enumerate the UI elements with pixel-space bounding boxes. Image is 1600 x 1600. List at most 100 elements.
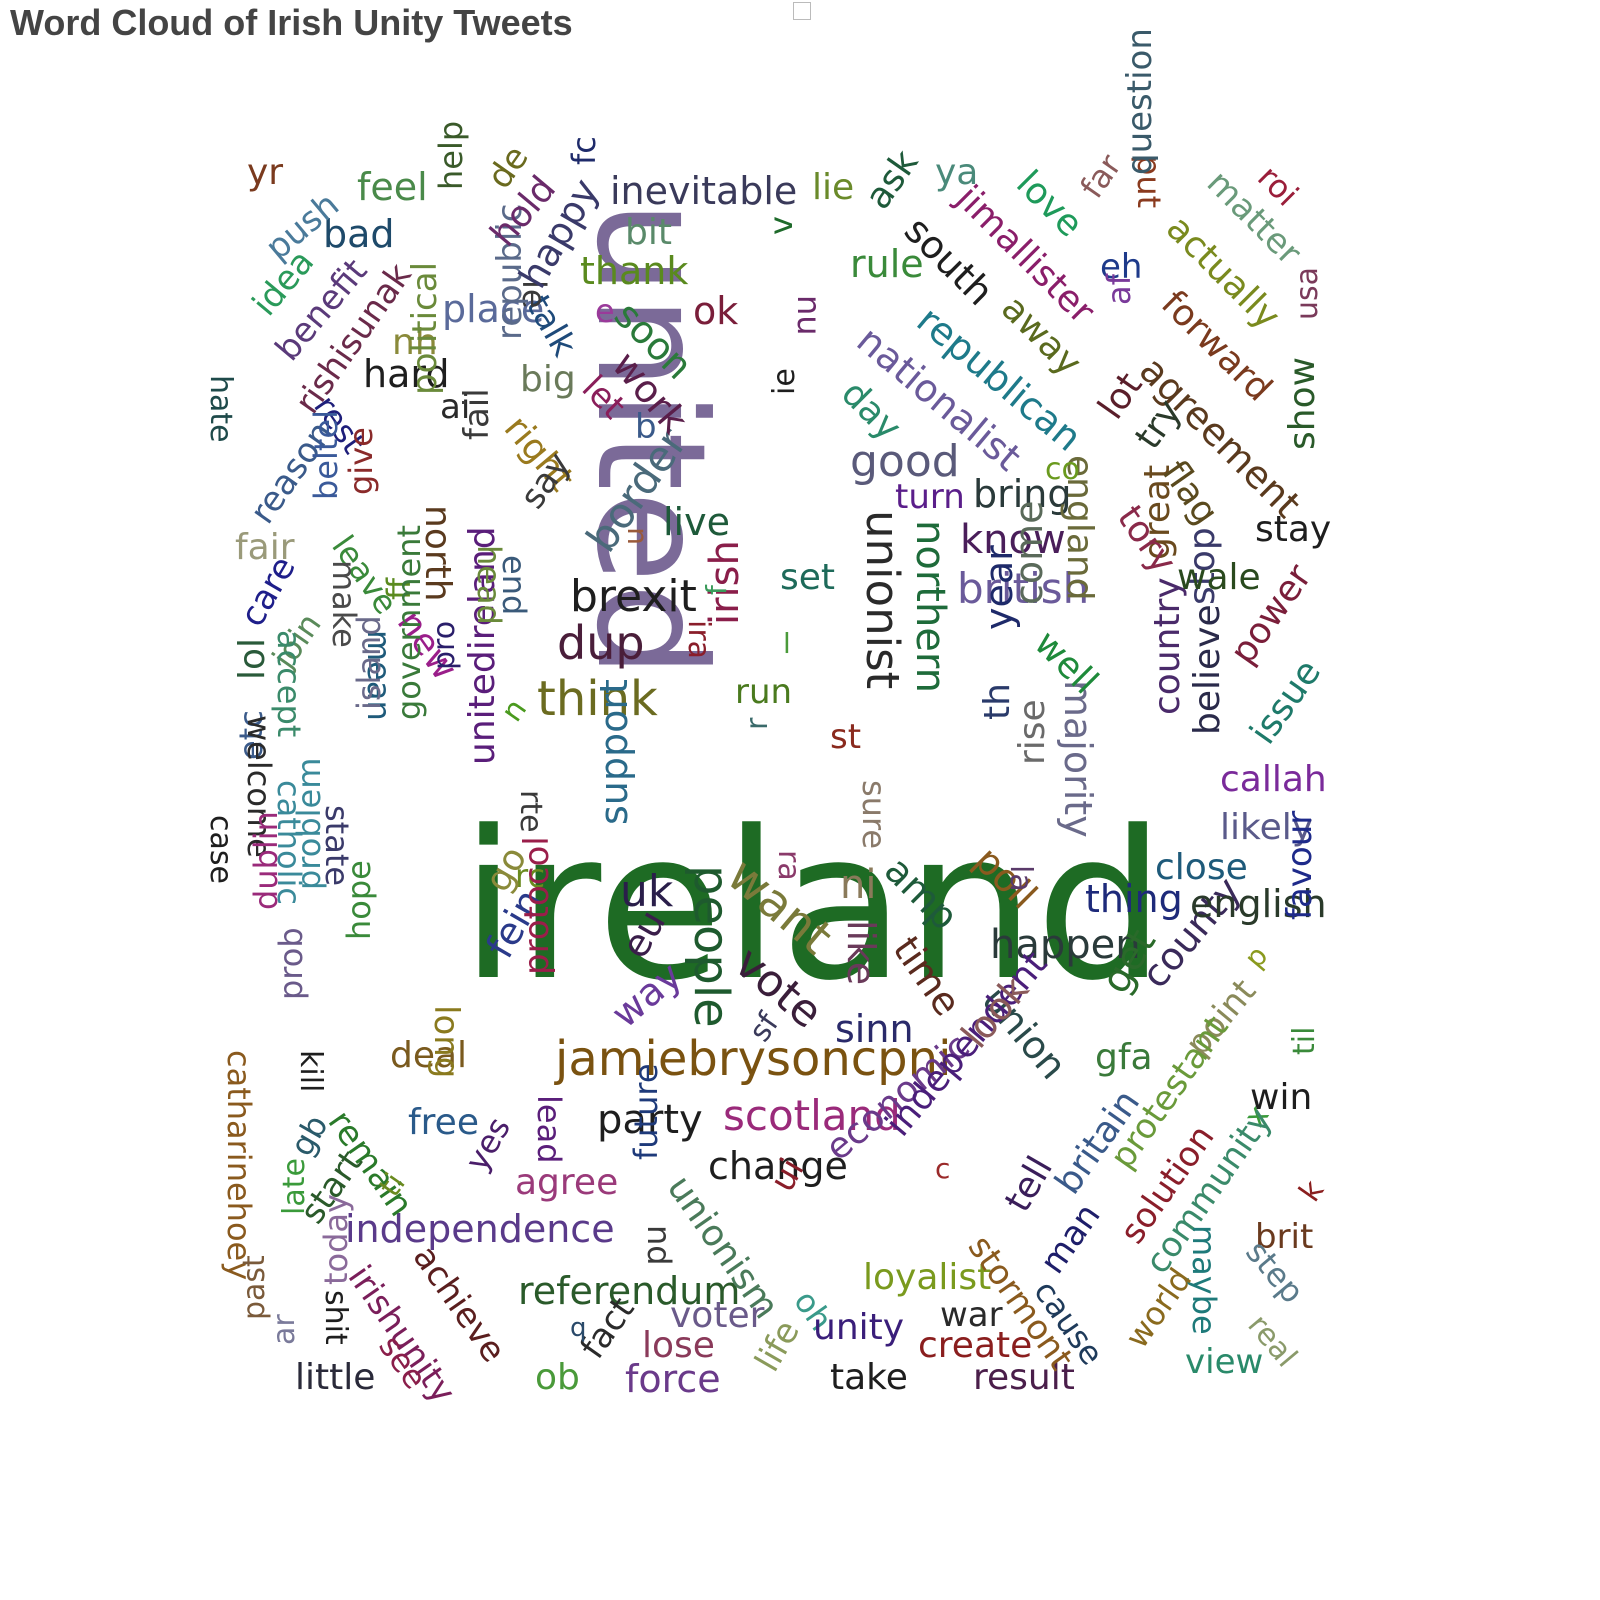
word-yr: yr (247, 152, 284, 193)
word-f: f (700, 585, 733, 595)
word-st: st (830, 717, 862, 757)
word-dublin: dublin (247, 811, 285, 910)
word-nu: nu (790, 295, 828, 336)
word-kill: kill (293, 1050, 328, 1093)
word-wale: wale (1177, 557, 1261, 598)
word-k: k (1292, 1174, 1332, 1209)
word-pro: pro (427, 620, 462, 670)
word-thank: thank (580, 249, 689, 293)
word-create: create (918, 1325, 1033, 1366)
word-change: change (708, 1144, 848, 1188)
word-close: close (1155, 847, 1248, 888)
word-feel: feel (357, 165, 428, 209)
word-ar: ar (267, 1314, 302, 1345)
word-unity: unity (813, 1307, 905, 1348)
word-hard: hard (363, 352, 450, 396)
word-support: support (592, 679, 636, 825)
word-uk: uk (620, 866, 674, 917)
word-view: view (1185, 1342, 1264, 1382)
word-ok: ok (693, 289, 739, 333)
word-come: come (1007, 500, 1051, 605)
word-fair: fair (235, 527, 295, 568)
word-inevitable: inevitable (610, 169, 798, 213)
word-fail: fail (457, 388, 497, 440)
word-ira: ira (681, 620, 716, 660)
word-live: live (663, 500, 730, 544)
word-little: little (295, 1357, 376, 1398)
word-good: good (850, 436, 960, 487)
word-ra: ra (771, 850, 806, 881)
word-free: free (408, 1102, 479, 1143)
word-lose: lose (642, 1325, 715, 1366)
word-result: result (973, 1357, 1075, 1398)
word-agree: agree (515, 1162, 619, 1203)
word-lol: lol (232, 637, 273, 680)
word-beltel: beltel (307, 409, 345, 500)
word-brit: brit (1255, 1217, 1314, 1257)
word-rule: rule (850, 242, 924, 286)
word-nh: nh (392, 322, 438, 363)
word-force: force (625, 1357, 721, 1401)
word-war: war (940, 1295, 1003, 1335)
word-protocol: protocol (517, 836, 557, 975)
word-big: big (520, 359, 576, 400)
word-q: q (570, 1313, 587, 1343)
word-think: think (537, 671, 658, 727)
word-political: political (405, 261, 445, 395)
word-hope: hope (340, 860, 378, 940)
word-callah: callah (1220, 759, 1327, 800)
word-thing: thing (1085, 877, 1183, 921)
word-sinn: sinn (835, 1007, 914, 1051)
word-ask: ask (857, 142, 927, 217)
word-turn: turn (895, 477, 965, 517)
word-like: like (839, 920, 883, 986)
word-long: long (426, 1005, 466, 1079)
word-co: co (1045, 452, 1080, 487)
word-majority: majority (1056, 680, 1100, 838)
word-tell: tell (997, 1149, 1062, 1219)
word-ireland: ireland (460, 788, 1166, 1026)
word-r: r (740, 717, 775, 730)
word-believe: believe (1187, 604, 1228, 735)
word-ai: ai (440, 387, 471, 427)
word-win: win (1250, 1077, 1313, 1118)
word-question: question (1120, 28, 1160, 175)
word-bring: bring (973, 472, 1072, 516)
word-deal: deal (390, 1035, 468, 1076)
word-northern: northern (907, 520, 953, 694)
word-place: place (442, 287, 545, 331)
word-dup: dup (557, 616, 645, 670)
word-loyalist: loyalist (863, 1257, 992, 1298)
word-sure: sure (855, 780, 893, 850)
word-far: far (1072, 147, 1129, 206)
word-happen: happen (990, 922, 1141, 968)
word-set: set (780, 557, 836, 598)
word-th: th (977, 683, 1018, 720)
word-usa: usa (1290, 266, 1325, 320)
word-today: today (317, 1194, 355, 1285)
word-jamiebrysoncpni: jamiebrysoncpni (555, 1031, 952, 1087)
word-people: people (683, 865, 739, 1028)
word-hate: hate (203, 375, 238, 443)
word-bad: bad (323, 212, 395, 256)
word-case: case (203, 815, 238, 884)
word-favour: favour (1280, 810, 1320, 920)
word-future: future (627, 1063, 665, 1160)
word-p: p (1237, 939, 1275, 975)
word-l: l (783, 627, 791, 660)
checkbox-icon[interactable] (793, 2, 811, 20)
word-give: give (342, 427, 380, 495)
word-rte: rte (513, 790, 548, 833)
word-scotland: scotland (723, 1091, 901, 1140)
word-la: la (1003, 865, 1038, 892)
word-c: c (935, 1152, 951, 1185)
word-likely: likely (1220, 807, 1314, 848)
word-ya: ya (935, 152, 979, 193)
word-ni: ni (840, 862, 877, 908)
word-catharinehoey: catharinehoey (220, 1050, 258, 1281)
word-brexit: brexit (570, 571, 697, 622)
word-help: help (432, 120, 470, 190)
word-gfa: gfa (1095, 1037, 1153, 1078)
word-government: government (390, 524, 428, 720)
word-nd: nd (640, 1225, 678, 1266)
